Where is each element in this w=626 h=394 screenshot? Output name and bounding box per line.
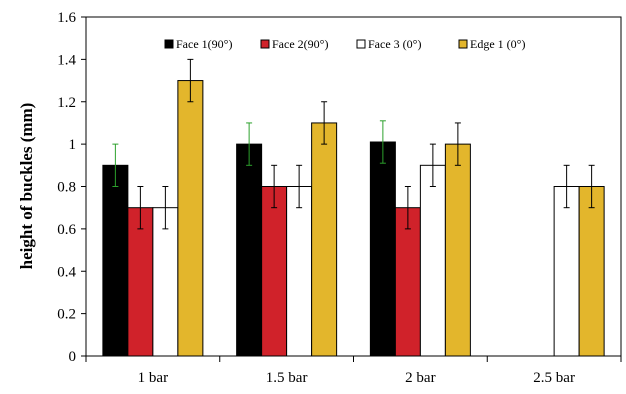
- y-axis-label: height of buckles (mm): [17, 103, 36, 270]
- y-tick-label: 0.2: [57, 307, 76, 323]
- bar-3-0: [177, 80, 204, 357]
- bar-3-2: [444, 143, 471, 357]
- bar-0-2: [369, 141, 396, 357]
- bar-2-0: [152, 207, 179, 357]
- bar-1-2: [394, 207, 421, 357]
- bar-0-1: [236, 143, 263, 357]
- bar-2-1: [286, 186, 313, 357]
- bar-1-0: [127, 207, 154, 357]
- legend: Face 1(90°) Face 2(90°) Face 3 (0°) Edge 1 …: [164, 37, 525, 51]
- x-tick-label: 1 bar: [138, 370, 168, 386]
- legend-swatch-1: [260, 39, 270, 49]
- y-tick-label: 0: [69, 349, 77, 365]
- bar-3-1: [311, 122, 338, 357]
- legend-swatch-0: [164, 39, 174, 49]
- bars-layer: [102, 80, 605, 357]
- y-tick-label: 1.2: [57, 95, 76, 111]
- legend-label-0: Face 1(90°): [176, 37, 232, 51]
- x-tick-label: 1.5 bar: [266, 370, 308, 386]
- legend-swatch-2: [356, 39, 366, 49]
- legend-label-1: Face 2(90°): [272, 37, 328, 51]
- legend-label-3: Edge 1 (0°): [470, 37, 525, 51]
- bar-2-3: [553, 186, 580, 357]
- bar-3-3: [578, 186, 605, 357]
- legend-swatch-3: [458, 39, 468, 49]
- y-tick-label: 1: [69, 137, 77, 153]
- error-bars-layer: [112, 58, 595, 230]
- axes-layer: 0 0.2 0.4 0.6 0.8 1 1.2 1.4 1.6 1 bar 1.5 bar 2 bar…: [57, 10, 622, 386]
- y-tick-label: 1.4: [57, 52, 76, 68]
- legend-label-2: Face 3 (0°): [368, 37, 421, 51]
- bar-2-2: [419, 164, 446, 357]
- y-tick-label: 0.6: [57, 222, 76, 238]
- y-tick-label: 1.6: [57, 10, 76, 26]
- y-tick-label: 0.8: [57, 180, 76, 196]
- y-tick-label: 0.4: [57, 264, 76, 280]
- x-tick-label: 2 bar: [405, 370, 435, 386]
- x-tick-label: 2.5 bar: [533, 370, 575, 386]
- bar-0-0: [102, 164, 129, 357]
- bar-1-1: [261, 186, 288, 357]
